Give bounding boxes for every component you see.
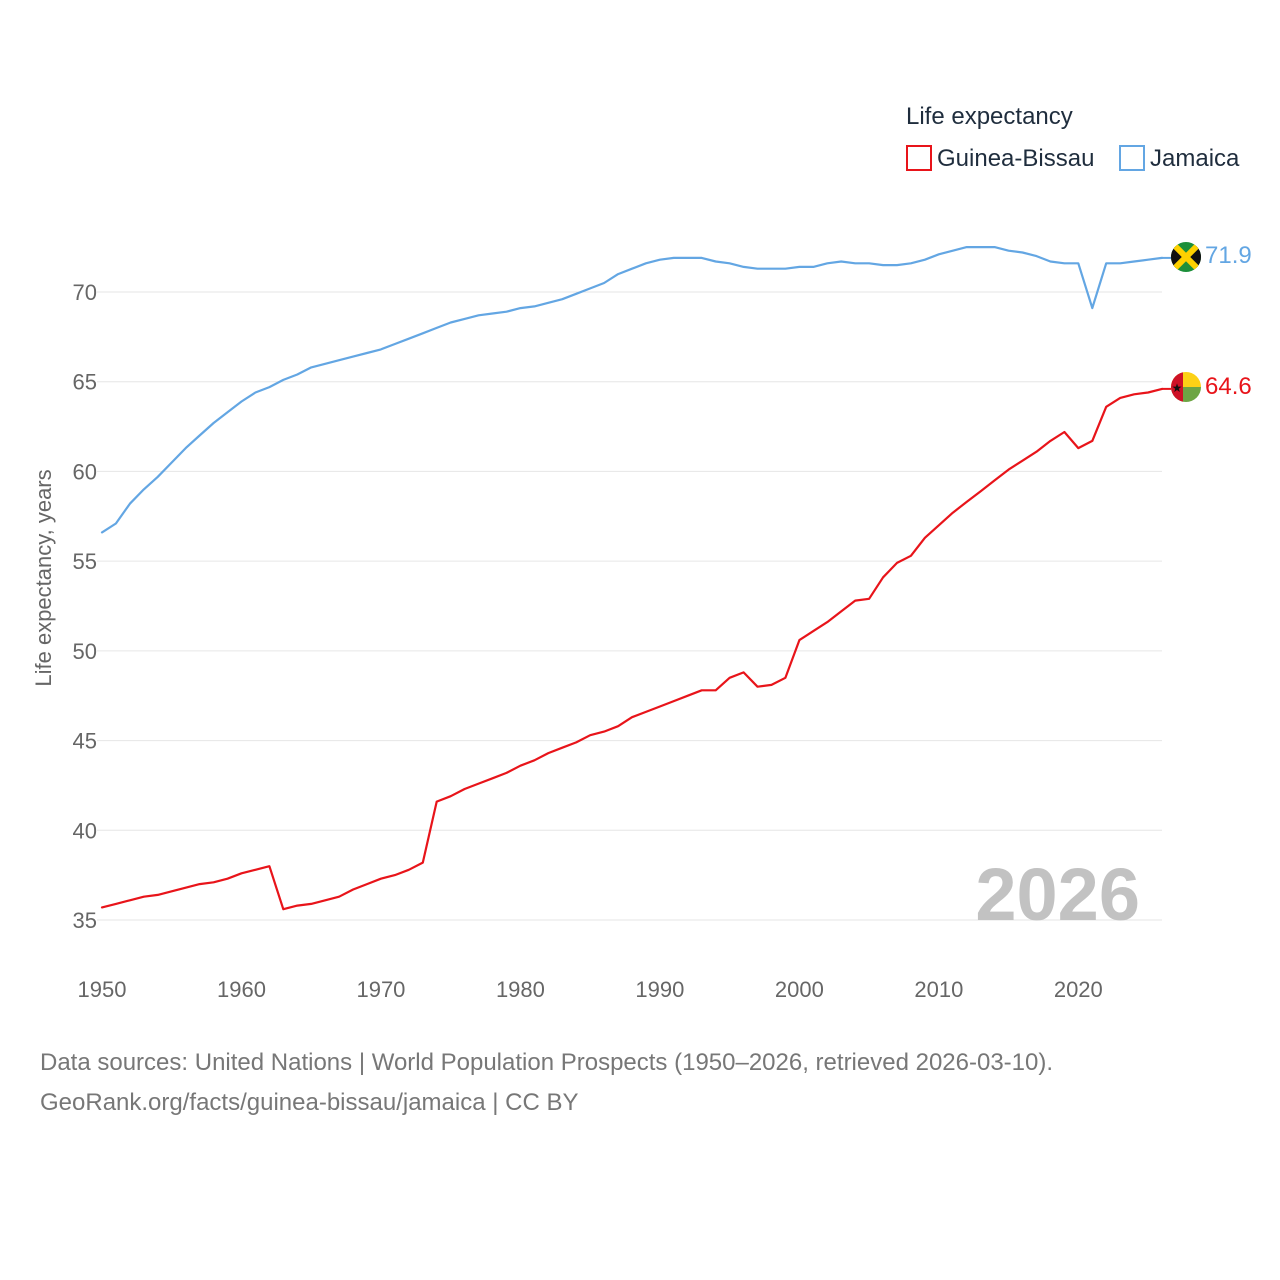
- y-tick-label: 70: [73, 280, 97, 305]
- x-tick-label: 1960: [217, 977, 266, 1002]
- legend-item-jamaica[interactable]: Jamaica: [1119, 145, 1240, 172]
- jamaica-flag-icon: [1171, 242, 1201, 272]
- gridlines: [97, 291, 1162, 921]
- legend-swatch-guinea-bissau: [906, 145, 932, 171]
- x-tick-label: 2020: [1054, 977, 1103, 1002]
- y-axis-ticks: 35 40 45 50 55 60 65 70: [73, 280, 97, 933]
- legend-label-guinea-bissau: Guinea-Bissau: [937, 145, 1094, 172]
- year-watermark: 2026: [975, 853, 1140, 936]
- legend-label-jamaica: Jamaica: [1150, 145, 1240, 172]
- x-tick-label: 1950: [78, 977, 127, 1002]
- y-tick-label: 65: [73, 370, 97, 395]
- legend-swatch-jamaica: [1119, 145, 1145, 171]
- y-tick-label: 50: [73, 639, 97, 664]
- legend-title: Life expectancy: [906, 103, 1073, 130]
- end-value-jamaica: 71.9: [1205, 242, 1252, 269]
- y-axis-title: Life expectancy, years: [31, 469, 56, 686]
- y-tick-label: 35: [73, 908, 97, 933]
- x-axis-ticks: 1950 1960 1970 1980 1990 2000 2010 2020: [78, 977, 1103, 1002]
- guinea-bissau-flag-icon: ★: [1171, 372, 1201, 402]
- x-tick-label: 2000: [775, 977, 824, 1002]
- x-tick-label: 1980: [496, 977, 545, 1002]
- series-line-guinea-bissau: [100, 387, 1164, 911]
- line-chart: 35 40 45 50 55 60 65 70 1950 1960 1970 1980 1990 200…: [31, 103, 1252, 1002]
- x-tick-label: 2010: [914, 977, 963, 1002]
- y-tick-label: 40: [73, 818, 97, 843]
- svg-text:★: ★: [1172, 381, 1183, 395]
- x-tick-label: 1970: [356, 977, 405, 1002]
- legend: Life expectancy Guinea-Bissau Jamaica: [906, 103, 1240, 172]
- y-tick-label: 45: [73, 729, 97, 754]
- x-tick-label: 1990: [635, 977, 684, 1002]
- y-tick-label: 60: [73, 459, 97, 484]
- source-link[interactable]: GeoRank.org/facts/guinea-bissau/jamaica …: [40, 1089, 579, 1116]
- series-line-jamaica: [100, 246, 1164, 534]
- data-sources-note: Data sources: United Nations | World Pop…: [40, 1049, 1054, 1076]
- legend-item-guinea-bissau[interactable]: Guinea-Bissau: [906, 145, 1094, 172]
- footer: Data sources: United Nations | World Pop…: [40, 1043, 1240, 1123]
- y-tick-label: 55: [73, 549, 97, 574]
- end-value-guinea-bissau: 64.6: [1205, 373, 1252, 400]
- series-lines: [100, 246, 1171, 911]
